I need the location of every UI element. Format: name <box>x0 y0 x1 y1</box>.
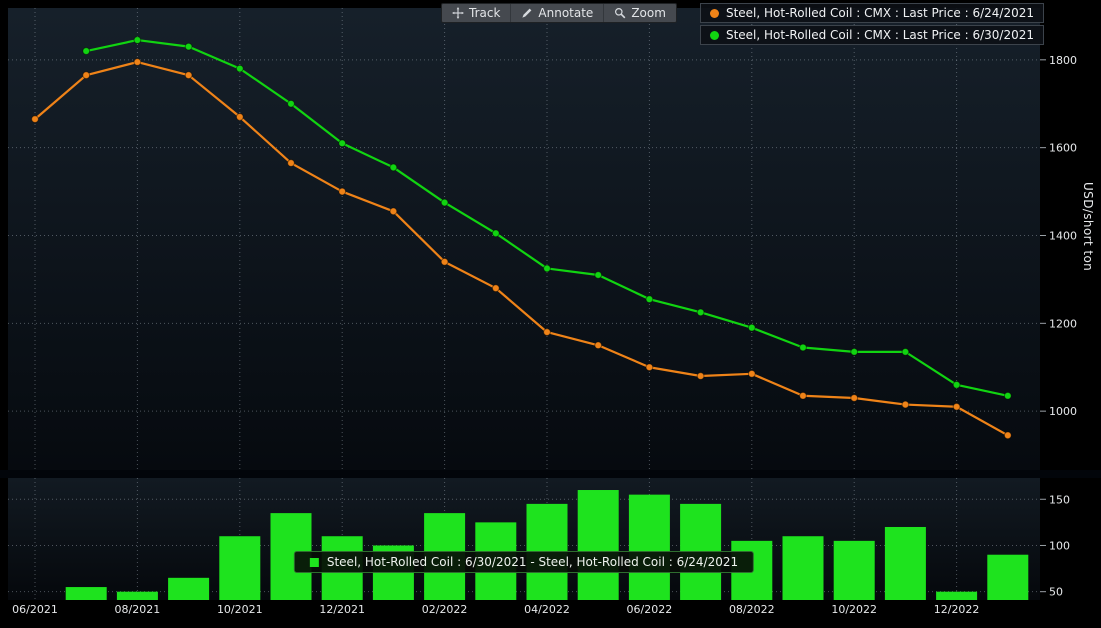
spread-bar[interactable] <box>782 536 824 600</box>
data-point[interactable] <box>287 159 295 167</box>
legend-item-label: Steel, Hot-Rolled Coil : CMX : Last Pric… <box>725 28 1034 42</box>
spread-bar[interactable] <box>577 490 619 600</box>
spread-bar[interactable] <box>628 494 670 600</box>
spread-bar[interactable] <box>219 536 261 600</box>
x-tick-label: 12/2021 <box>319 603 365 616</box>
data-point[interactable] <box>133 58 142 66</box>
green-series-marker-icon <box>709 30 719 40</box>
annotate-button[interactable]: Annotate <box>511 4 605 22</box>
data-point[interactable] <box>82 71 91 80</box>
track-button[interactable]: Track <box>442 4 512 22</box>
data-point[interactable] <box>901 400 910 409</box>
spread-y-tick-label: 50 <box>1049 586 1063 599</box>
x-tick-label: 04/2022 <box>524 603 570 616</box>
data-point[interactable] <box>82 47 91 55</box>
y-tick-label: 1200 <box>1049 317 1077 330</box>
x-tick-label: 08/2022 <box>729 603 775 616</box>
data-point[interactable] <box>235 113 244 121</box>
data-point[interactable] <box>696 372 705 380</box>
data-point[interactable] <box>338 139 347 148</box>
data-point[interactable] <box>543 264 551 273</box>
y-tick-label: 1000 <box>1049 405 1077 418</box>
data-point[interactable] <box>799 343 807 352</box>
data-point[interactable] <box>1003 391 1012 400</box>
x-tick-label: 02/2022 <box>422 603 468 616</box>
data-point[interactable] <box>1003 431 1012 440</box>
pencil-icon <box>521 7 533 19</box>
data-point[interactable] <box>850 394 859 402</box>
data-point[interactable] <box>389 163 398 172</box>
data-point[interactable] <box>747 369 756 378</box>
spread-legend[interactable]: Steel, Hot-Rolled Coil : 6/30/2021 - Ste… <box>293 551 755 573</box>
orange-series-marker-icon <box>709 8 719 18</box>
x-tick-label: 06/2021 <box>12 603 58 616</box>
spread-bar[interactable] <box>116 591 158 600</box>
data-point[interactable] <box>594 341 603 350</box>
data-point[interactable] <box>901 347 910 356</box>
x-tick-label: 08/2021 <box>115 603 161 616</box>
spread-bar[interactable] <box>65 587 107 600</box>
y-tick-label: 1800 <box>1049 54 1077 67</box>
spread-y-tick-label: 100 <box>1049 539 1070 552</box>
chart-toolbar: Track Annotate Zoom <box>441 3 677 23</box>
x-tick-label: 12/2022 <box>934 603 980 616</box>
data-point[interactable] <box>133 36 142 44</box>
data-point[interactable] <box>645 295 654 304</box>
spread-bar[interactable] <box>936 591 978 600</box>
data-point[interactable] <box>594 271 603 279</box>
x-tick-label: 10/2021 <box>217 603 263 616</box>
x-tick-label: 10/2022 <box>831 603 877 616</box>
main-plot-area[interactable] <box>8 8 1040 470</box>
zoom-button[interactable]: Zoom <box>604 4 676 22</box>
y-tick-label: 1600 <box>1049 142 1077 155</box>
data-point[interactable] <box>952 402 961 411</box>
panel-separator <box>0 470 1101 478</box>
legend-item-6-24-2021[interactable]: Steel, Hot-Rolled Coil : CMX : Last Pric… <box>699 3 1044 23</box>
data-point[interactable] <box>184 71 193 80</box>
data-point[interactable] <box>645 363 654 372</box>
spread-bar[interactable] <box>833 540 875 600</box>
zoom-button-label: Zoom <box>631 6 666 20</box>
track-button-label: Track <box>469 6 501 20</box>
data-point[interactable] <box>31 115 39 124</box>
price-line-6-24[interactable] <box>34 60 1009 437</box>
main-legend: Steel, Hot-Rolled Coil : CMX : Last Pric… <box>699 3 1044 45</box>
data-point[interactable] <box>747 323 756 332</box>
legend-item-label: Steel, Hot-Rolled Coil : CMX : Last Pric… <box>725 6 1034 20</box>
data-point[interactable] <box>491 229 500 238</box>
green-bar-marker-icon <box>309 557 319 567</box>
track-crosshair-icon <box>452 7 464 19</box>
spread-legend-label: Steel, Hot-Rolled Coil : 6/30/2021 - Ste… <box>326 555 739 569</box>
data-point[interactable] <box>696 308 705 317</box>
y-axis-title: USD/short ton <box>1081 182 1095 272</box>
data-point[interactable] <box>952 380 961 389</box>
legend-item-6-30-2021[interactable]: Steel, Hot-Rolled Coil : CMX : Last Pric… <box>699 25 1044 45</box>
data-point[interactable] <box>543 328 551 337</box>
data-point[interactable] <box>338 187 347 196</box>
data-point[interactable] <box>799 391 807 400</box>
magnifier-icon <box>614 7 626 19</box>
spread-bar[interactable] <box>168 577 210 600</box>
data-point[interactable] <box>440 257 449 266</box>
x-tick-label: 06/2022 <box>627 603 673 616</box>
y-tick-label: 1400 <box>1049 229 1077 242</box>
spread-bar[interactable] <box>884 526 926 600</box>
data-point[interactable] <box>287 99 295 108</box>
spread-bar[interactable] <box>987 554 1029 600</box>
data-point[interactable] <box>184 42 193 51</box>
annotate-button-label: Annotate <box>538 6 594 20</box>
data-point[interactable] <box>235 64 244 73</box>
data-point[interactable] <box>850 347 859 356</box>
data-point[interactable] <box>389 207 398 216</box>
data-point[interactable] <box>491 284 500 293</box>
spread-y-tick-label: 150 <box>1049 493 1070 506</box>
data-point[interactable] <box>440 198 449 207</box>
